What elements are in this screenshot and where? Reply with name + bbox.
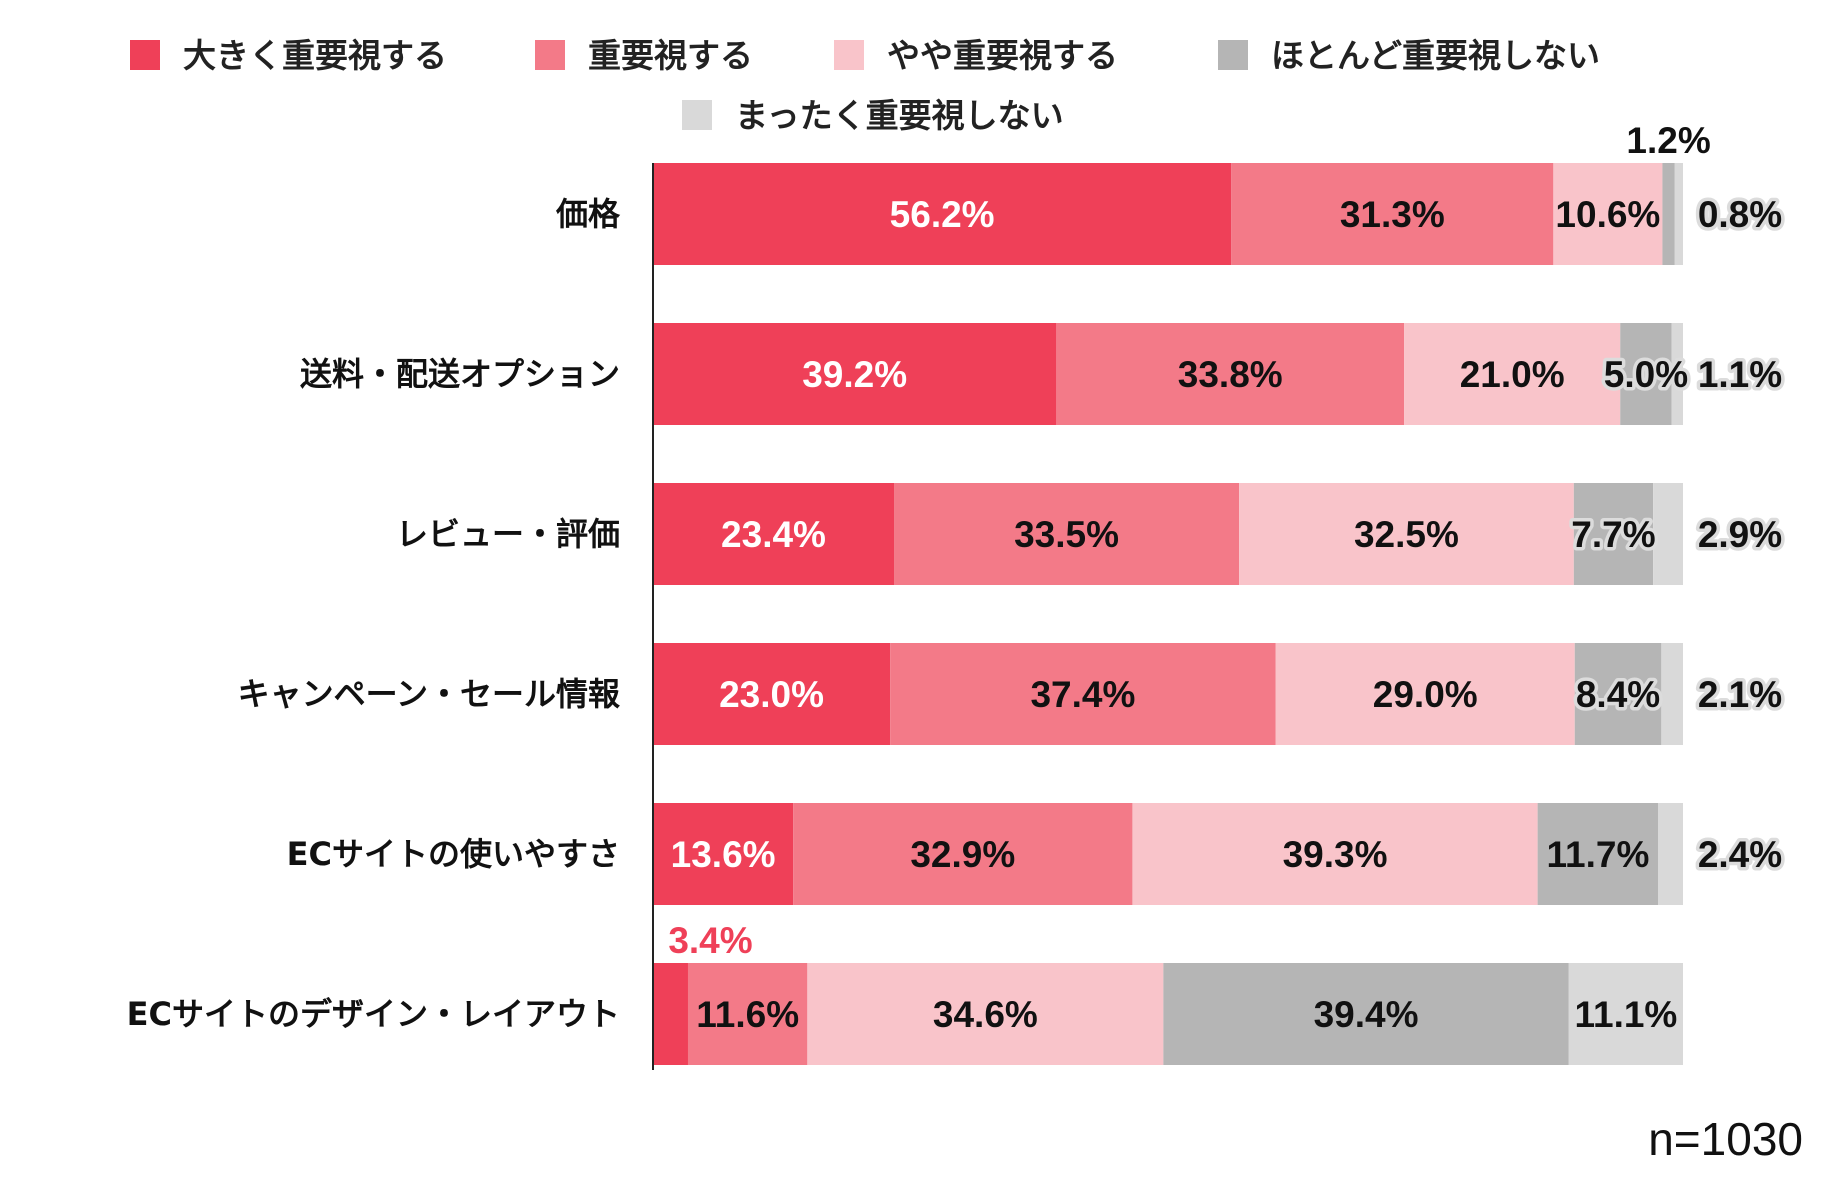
bar-segment: [1658, 803, 1683, 905]
bar-segment: [653, 163, 1232, 265]
value-label: 29.0%: [1373, 674, 1478, 715]
value-label: 8.4%: [1576, 674, 1660, 715]
value-label: 39.2%: [802, 354, 907, 395]
bar-segment: [793, 803, 1133, 905]
bar-segment: [1674, 163, 1683, 265]
value-labels: 56.2% 31.3% 10.6% 1.2% 0.8% 39.2% 33.8% 21.0% 5.…: [665, 117, 1786, 1036]
sample-size-annotation: n=1030: [1648, 1113, 1803, 1165]
legend-label: やや重要視する: [887, 36, 1118, 75]
bar-segment: [1568, 963, 1683, 1065]
bar-segment: [1056, 323, 1405, 425]
value-label: 34.6%: [933, 994, 1038, 1035]
category-label: レビュー・評価: [396, 515, 620, 553]
value-label: 2.9%: [1698, 514, 1782, 555]
value-label: 31.3%: [1340, 194, 1445, 235]
value-label: 11.7%: [1547, 834, 1650, 875]
bars: [653, 163, 1683, 1065]
legend-label: まったく重要視しない: [735, 96, 1064, 135]
bar-segment: [653, 483, 895, 585]
bar-segment: [653, 643, 891, 745]
legend-swatch: [682, 100, 712, 130]
legend-label: ほとんど重要視しない: [1271, 36, 1600, 75]
value-label: 2.1%: [1698, 674, 1782, 715]
bar-segment: [1132, 803, 1538, 905]
bar-segment: [1275, 643, 1575, 745]
category-label: ECサイトの使いやすさ: [287, 835, 620, 873]
value-label: 32.9%: [910, 834, 1015, 875]
value-label: 39.4%: [1314, 994, 1419, 1035]
bar-segment: [1620, 323, 1672, 425]
value-label: 23.0%: [719, 674, 824, 715]
value-label: 33.8%: [1178, 354, 1283, 395]
category-label: 送料・配送オプション: [300, 355, 620, 393]
value-label: 13.6%: [671, 834, 776, 875]
value-label: 10.6%: [1555, 194, 1660, 235]
bar-segment: [687, 963, 808, 1065]
bar-segment: [1662, 163, 1675, 265]
bar-segment: [1653, 483, 1683, 585]
legend-swatch: [130, 40, 160, 70]
bar-segment: [1239, 483, 1574, 585]
legend-item: 大きく重要視する: [130, 36, 447, 75]
value-label: 0.8%: [1698, 194, 1782, 235]
category-label: 価格: [555, 195, 621, 233]
legend-swatch: [834, 40, 864, 70]
legend-item: やや重要視する: [834, 36, 1118, 75]
bar-segment: [653, 323, 1057, 425]
value-label: 2.4%: [1698, 834, 1782, 875]
bar-segment: [1574, 643, 1662, 745]
value-label: 1.2%: [1626, 120, 1710, 161]
value-label: 11.1%: [1574, 994, 1677, 1035]
value-label: 39.3%: [1283, 834, 1388, 875]
value-label: 11.6%: [696, 994, 799, 1035]
legend-item: 重要視する: [535, 36, 753, 75]
value-label: 21.0%: [1460, 354, 1565, 395]
bar-segment: [807, 963, 1164, 1065]
value-label: 1.1%: [1698, 354, 1782, 395]
bar-segment: [1553, 163, 1663, 265]
bar-segment: [1671, 323, 1683, 425]
bar-segment: [890, 643, 1276, 745]
bar-segment: [1537, 803, 1659, 905]
bar-segment: [653, 803, 794, 905]
legend-label: 重要視する: [588, 36, 753, 75]
value-label: 3.4%: [668, 920, 752, 961]
value-label: 5.0%: [1604, 354, 1688, 395]
legend-label: 大きく重要視する: [183, 36, 447, 75]
category-label: キャンペーン・セール情報: [238, 675, 620, 713]
category-label: ECサイトのデザイン・レイアウト: [127, 995, 620, 1033]
value-label: 56.2%: [890, 194, 995, 235]
bar-segment: [1661, 643, 1683, 745]
bar-segment: [653, 963, 688, 1065]
value-label: 7.7%: [1571, 514, 1655, 555]
bar-segment: [1231, 163, 1554, 265]
legend-item: まったく重要視しない: [682, 96, 1064, 135]
legend-swatch: [535, 40, 565, 70]
bar-segment: [1404, 323, 1621, 425]
legend-item: ほとんど重要視しない: [1218, 36, 1600, 75]
value-label: 32.5%: [1354, 514, 1459, 555]
bar-segment: [1573, 483, 1654, 585]
value-label: 23.4%: [721, 514, 826, 555]
value-label: 37.4%: [1030, 674, 1135, 715]
legend-swatch: [1218, 40, 1248, 70]
value-label: 33.5%: [1014, 514, 1119, 555]
bar-segment: [1163, 963, 1569, 1065]
bar-segment: [894, 483, 1240, 585]
